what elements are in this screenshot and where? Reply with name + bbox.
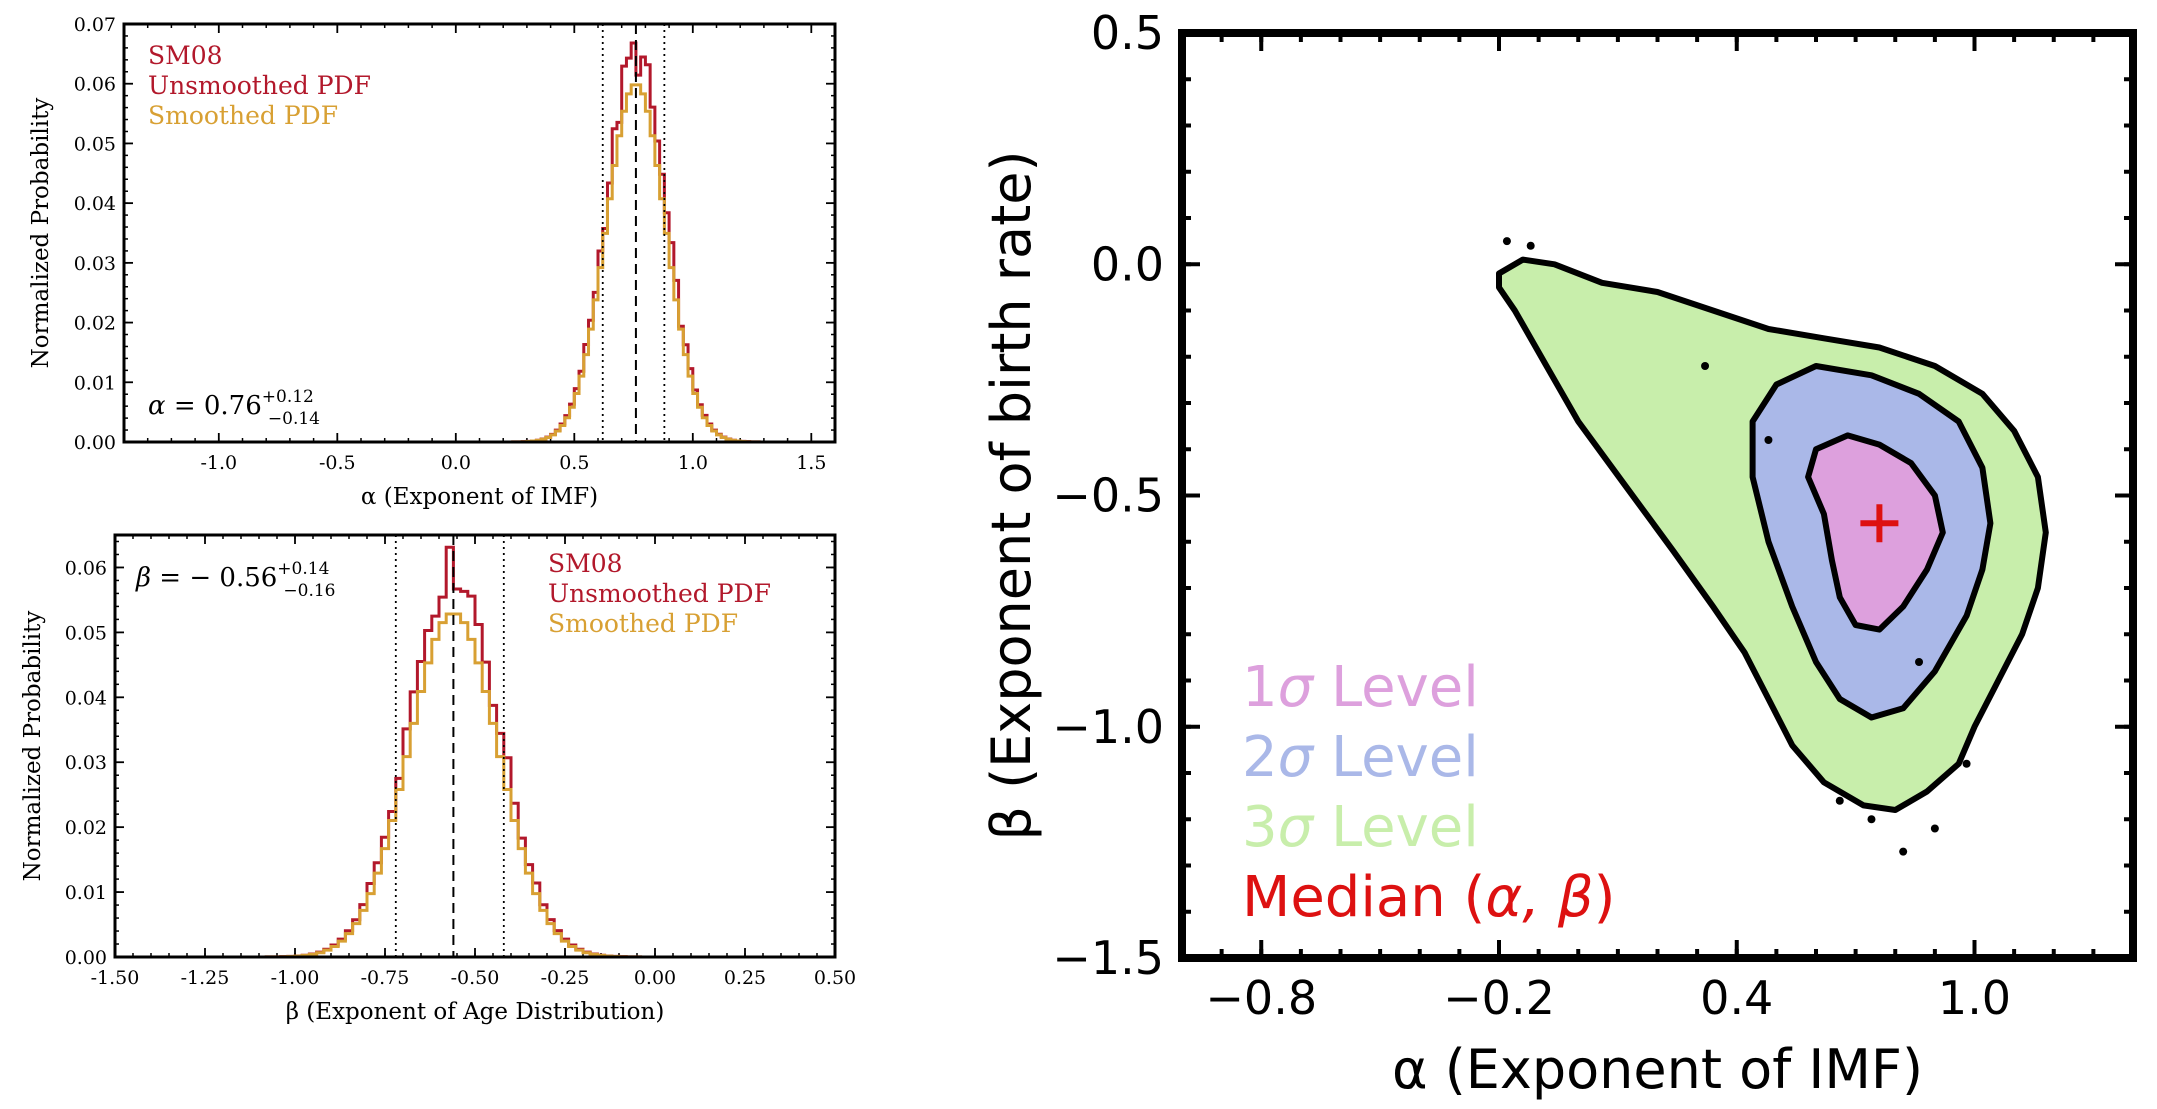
legend-entry: 3σ Level <box>1242 795 1479 860</box>
stat-annotation: α = 0.76+0.12 −0.14 <box>148 387 320 429</box>
x-tick-label: 0.0 <box>441 452 471 474</box>
y-tick-label: 0.07 <box>74 14 116 36</box>
legend-entry: Unsmoothed PDF <box>148 71 371 100</box>
x-axis-label: α (Exponent of IMF) <box>1392 1038 1923 1101</box>
contour-fragment <box>1526 241 1535 250</box>
joint-contour-panel: −0.8 −0.2 0.4 1.0 0.5 0.0 −0.5 −1.0 −1.5 α (Expon… <box>980 6 2137 1101</box>
x-tick-label: 0.00 <box>634 967 676 989</box>
stat-symbol: α <box>148 391 166 421</box>
stat-symbol: β <box>135 563 151 593</box>
stat-annotation: β = − 0.56+0.14 −0.16 <box>135 559 336 601</box>
contour-fragment <box>1867 815 1876 824</box>
x-tick-label: -0.75 <box>361 967 410 989</box>
x-tick-label: -1.50 <box>91 967 140 989</box>
y-tick-label: −0.5 <box>1052 469 1164 523</box>
legend-text: Level <box>1313 655 1479 720</box>
contour-fragment <box>1930 824 1939 833</box>
x-tick-label: 0.50 <box>814 967 856 989</box>
legend-symbol: σ <box>1278 655 1315 720</box>
y-tick-label: 0.00 <box>74 432 116 454</box>
y-tick-label: 0.03 <box>74 253 116 275</box>
x-axis-label: α (Exponent of IMF) <box>361 484 598 510</box>
y-tick-label: 0.04 <box>65 687 107 709</box>
legend-symbol: σ <box>1278 795 1315 860</box>
contour-fragment <box>1962 759 1971 768</box>
legend-prefix: Median ( <box>1242 865 1485 930</box>
legend-symbol: α, β <box>1485 865 1593 930</box>
y-tick-label: 0.00 <box>65 947 107 969</box>
x-tick-label: 1.5 <box>796 452 826 474</box>
y-tick-label: 0.01 <box>65 882 107 904</box>
x-tick-label: 1.0 <box>678 452 708 474</box>
y-axis-label: Normalized Probability <box>20 611 46 882</box>
legend-symbol: σ <box>1278 725 1315 790</box>
legend-entry: 2σ Level <box>1242 725 1479 790</box>
x-tick-label: 1.0 <box>1938 971 2011 1025</box>
x-tick-label: -1.00 <box>271 967 320 989</box>
plot-frame <box>113 533 837 959</box>
x-axis-label: β (Exponent of Age Distribution) <box>286 999 665 1025</box>
contour-fragment <box>1899 847 1908 856</box>
contour-region-1sigma <box>1805 432 1946 633</box>
x-tick-label: −0.2 <box>1443 971 1555 1025</box>
y-tick-label: 0.03 <box>65 752 107 774</box>
stat-lower-error: −0.14 <box>268 409 320 429</box>
x-tick-label: 0.5 <box>559 452 589 474</box>
contour-fragment <box>1764 436 1773 444</box>
legend-entry: 1σ Level <box>1242 655 1479 720</box>
plot-frame <box>1178 29 2137 962</box>
plot-frame <box>122 22 837 444</box>
x-tick-label: -0.25 <box>541 967 590 989</box>
y-tick-label: 0.01 <box>74 372 116 394</box>
y-tick-label: 0.5 <box>1091 6 1164 60</box>
x-tick-label: 0.25 <box>724 967 766 989</box>
legend-entry: SM08 <box>548 549 623 578</box>
stat-value: = 0.76 <box>166 391 262 421</box>
contour-fragment <box>1915 658 1924 666</box>
y-tick-label: −1.0 <box>1052 700 1164 754</box>
stat-upper-error: +0.12 <box>262 387 314 407</box>
legend-entry: Median (α, β) <box>1242 865 1615 930</box>
legend-prefix: 2 <box>1242 725 1278 790</box>
x-tick-label: -1.25 <box>181 967 230 989</box>
stat-lower-error: −0.16 <box>283 581 335 601</box>
legend-text: Level <box>1313 725 1479 790</box>
contour-fragment <box>1502 237 1511 246</box>
x-tick-label: -0.50 <box>451 967 500 989</box>
stat-upper-error: +0.14 <box>277 559 329 579</box>
legend-entry: Smoothed PDF <box>148 101 338 130</box>
legend-prefix: 1 <box>1242 655 1278 720</box>
legend-text: Level <box>1313 795 1479 860</box>
x-tick-label: 0.4 <box>1700 971 1773 1025</box>
y-tick-label: 0.04 <box>74 193 116 215</box>
legend-text: ) <box>1594 865 1616 930</box>
y-tick-label: 0.02 <box>65 817 107 839</box>
smoothed-pdf-series <box>124 83 835 444</box>
x-tick-label: -0.5 <box>319 452 356 474</box>
y-tick-label: 0.02 <box>74 313 116 335</box>
stat-value: = − 0.56 <box>151 563 277 593</box>
y-tick-label: 0.06 <box>74 74 116 96</box>
legend-entry: Unsmoothed PDF <box>548 579 771 608</box>
legend-entry: SM08 <box>148 41 223 70</box>
y-axis-label: Normalized Probability <box>28 98 54 369</box>
x-tick-label: -1.0 <box>200 452 237 474</box>
y-tick-label: 0.0 <box>1091 237 1164 291</box>
contour-fragment <box>1835 796 1844 805</box>
beta-histogram-panel: -1.50 -1.25 -1.00 -0.75 -0.50 -0.25 0.00 0.25 0.… <box>20 533 856 1025</box>
x-tick-label: −0.8 <box>1205 971 1317 1025</box>
y-axis-label: β (Exponent of birth rate) <box>980 150 1043 840</box>
y-tick-label: 0.06 <box>65 557 107 579</box>
legend-entry: Smoothed PDF <box>548 609 738 638</box>
contour-fragment <box>1701 362 1710 370</box>
y-tick-label: 0.05 <box>65 622 107 644</box>
y-tick-label: −1.5 <box>1052 931 1164 985</box>
legend-prefix: 3 <box>1242 795 1278 860</box>
alpha-histogram-panel: -1.0 -0.5 0.0 0.5 1.0 1.5 0.00 0.01 0.02 0.03 0.04… <box>28 14 837 510</box>
smoothed-pdf-series <box>115 612 835 959</box>
y-tick-label: 0.05 <box>74 133 116 155</box>
